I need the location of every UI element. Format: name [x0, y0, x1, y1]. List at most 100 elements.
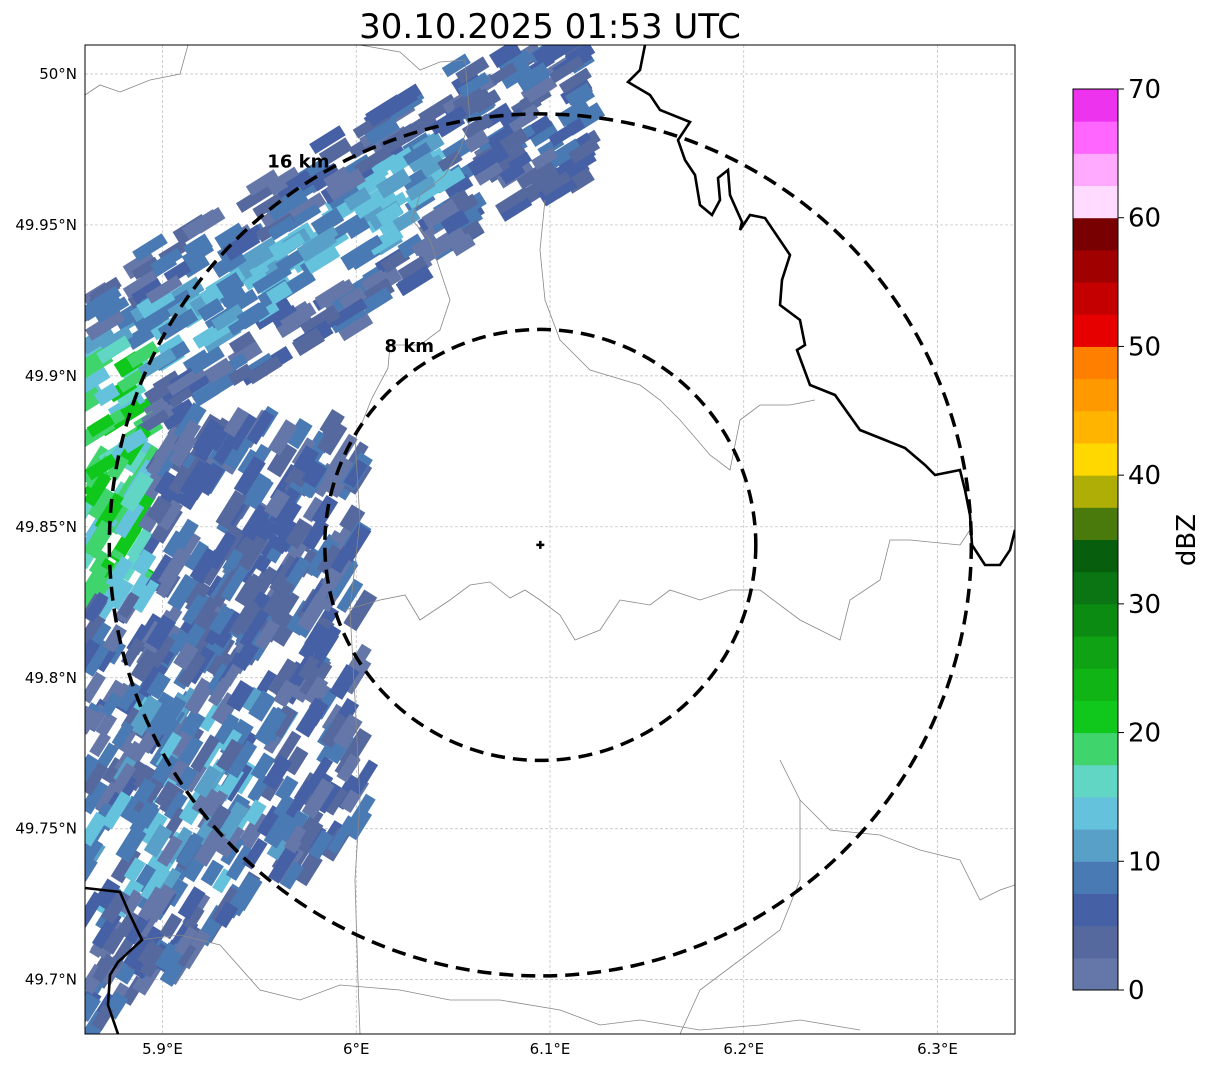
echo-cell [184, 683, 212, 716]
colorbar-swatch [1073, 121, 1118, 154]
echo-cell [360, 169, 389, 195]
echo-cell [530, 147, 559, 171]
echo-cell [137, 940, 163, 968]
y-tick-label: 49.9°N [25, 367, 77, 385]
echo-cell [156, 334, 185, 357]
echo-cell [265, 280, 293, 305]
echo-cell [530, 166, 562, 192]
echo-cell [177, 886, 206, 920]
echo-cell [100, 692, 122, 718]
echo-cell [202, 790, 229, 823]
echo-cell [240, 265, 269, 291]
echo-cell [193, 207, 226, 234]
echo-cell [220, 565, 249, 602]
echo-cell [116, 368, 147, 393]
echo-cell [474, 162, 504, 186]
echo-cell [243, 799, 267, 826]
echo-cell [336, 753, 361, 783]
echo-cell [283, 746, 309, 776]
echo-cell [137, 409, 170, 435]
echo-cell [132, 233, 168, 262]
colorbar-swatch [1073, 249, 1118, 283]
echo-cell [102, 624, 127, 653]
echo-cell [270, 304, 300, 329]
echo-cell [85, 613, 106, 652]
echo-cell [94, 296, 130, 324]
echo-cell [443, 173, 474, 200]
echo-cell [343, 187, 372, 211]
echo-cell [252, 193, 284, 219]
echo-cell [457, 71, 491, 98]
echo-cell [227, 740, 258, 779]
echo-cell [182, 233, 213, 261]
echo-cell [232, 640, 259, 672]
echo-cell [156, 499, 184, 531]
echo-cell [123, 934, 154, 971]
colorbar-swatch [1073, 378, 1118, 412]
echo-cell [120, 637, 145, 668]
echo-cell [261, 578, 295, 619]
echo-cell [247, 245, 274, 269]
echo-cell [332, 713, 363, 749]
echo-cell [237, 534, 268, 572]
echo-cell [144, 883, 177, 923]
echo-cell [299, 658, 333, 699]
echo-cell [245, 169, 280, 197]
echo-cell [285, 779, 316, 820]
echo-cell [310, 207, 345, 237]
echo-cell [211, 303, 245, 332]
colorbar-swatch [1073, 764, 1118, 798]
echo-cell [227, 363, 254, 386]
colorbar-swatch [1073, 893, 1118, 927]
echo-cell [297, 655, 320, 681]
echo-cell [524, 76, 558, 103]
echo-cell [117, 681, 142, 712]
echo-cell [401, 168, 429, 192]
colorbar-swatch [1073, 185, 1118, 219]
echo-cell [215, 272, 245, 298]
echo-cell [102, 927, 126, 955]
echo-cell [239, 609, 270, 648]
echo-cell [85, 519, 115, 559]
colorbar-tick-label: 60 [1128, 204, 1161, 234]
echo-cell [85, 308, 126, 341]
echo-cell [254, 706, 288, 746]
echo-cell [215, 738, 245, 773]
echo-cell [115, 825, 147, 863]
radar-site-marker [536, 540, 545, 549]
echo-cell [126, 341, 160, 369]
echo-cell [375, 168, 412, 199]
x-tick-label: 5.9°E [142, 1040, 183, 1058]
echo-cell [293, 445, 320, 474]
echo-cell [246, 355, 283, 385]
radar-echoes [85, 45, 606, 1034]
y-tick-label: 49.7°N [25, 971, 77, 989]
echo-cell [228, 330, 256, 354]
echo-cell [138, 613, 163, 642]
echo-cell [508, 108, 539, 133]
echo-cell [268, 844, 299, 884]
echo-cell [92, 953, 117, 983]
echo-cell [89, 731, 111, 758]
echo-cell [175, 942, 197, 968]
echo-cell [157, 547, 191, 589]
echo-cell [157, 308, 199, 341]
echo-cell [173, 641, 199, 671]
echo-cell [316, 544, 346, 578]
colorbar-swatch [1073, 925, 1118, 959]
echo-cell [463, 129, 490, 153]
echo-cell [345, 216, 371, 239]
echo-cell [273, 793, 295, 819]
admin-boundary [344, 581, 760, 641]
colorbar-swatch [1073, 636, 1118, 669]
echo-cell [323, 166, 351, 190]
echo-cell [245, 475, 274, 511]
echo-cell [178, 735, 204, 766]
echo-cell [140, 472, 167, 500]
echo-cell [367, 225, 404, 256]
country-border [625, 45, 1015, 567]
echo-cell [241, 503, 272, 542]
echo-cell [285, 168, 315, 194]
echo-cell [211, 249, 247, 279]
colorbar-swatch [1073, 539, 1118, 573]
